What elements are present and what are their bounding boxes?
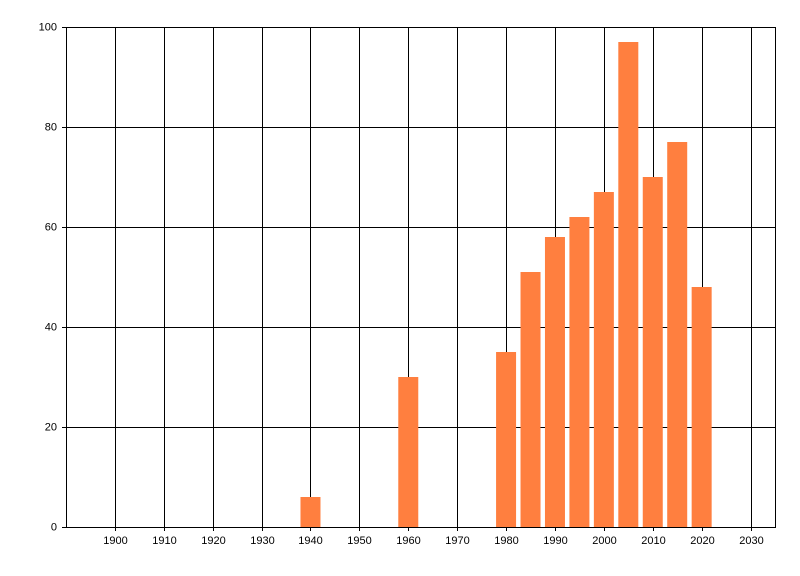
x-tick-label: 1980 [494, 535, 518, 547]
y-tick-label: 100 [39, 21, 57, 33]
y-tick-label: 40 [45, 321, 57, 333]
y-tick-label: 0 [51, 521, 57, 533]
x-tick-label: 2000 [592, 535, 616, 547]
bar [593, 192, 614, 527]
bar [520, 272, 541, 527]
x-tick-label: 1990 [543, 535, 567, 547]
bar [618, 42, 639, 527]
bar [642, 177, 663, 527]
x-tick-label: 2010 [641, 535, 665, 547]
plot-frame [66, 27, 776, 528]
x-tick-label: 1940 [298, 535, 322, 547]
bar [496, 352, 517, 527]
x-tick-label: 2030 [739, 535, 763, 547]
bar [300, 497, 321, 527]
bar [544, 237, 565, 527]
x-tick-label: 1950 [347, 535, 371, 547]
y-tick-label: 80 [45, 121, 57, 133]
bar [398, 377, 419, 527]
bar [691, 287, 712, 527]
y-tick-label: 60 [45, 221, 57, 233]
x-tick-label: 1910 [152, 535, 176, 547]
x-tick-label: 1920 [201, 535, 225, 547]
bar [569, 217, 590, 527]
x-tick-label: 1930 [250, 535, 274, 547]
y-tick-label: 20 [45, 421, 57, 433]
bar [667, 142, 688, 527]
x-tick-label: 1960 [396, 535, 420, 547]
x-tick-label: 1900 [103, 535, 127, 547]
x-tick-label: 1970 [445, 535, 469, 547]
x-tick-label: 2020 [690, 535, 714, 547]
